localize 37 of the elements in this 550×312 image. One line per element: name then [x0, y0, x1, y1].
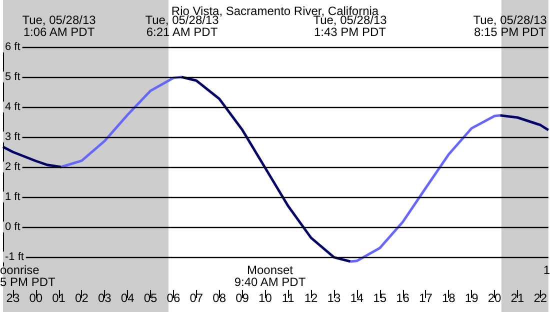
x-tick-label: 19 [464, 291, 479, 305]
x-tick-label: 21 [510, 291, 524, 305]
x-tick-label: 08 [212, 291, 226, 305]
y-tick-label: -1 ft [5, 251, 24, 263]
x-tick-label: 17 [419, 291, 433, 305]
text: Tue, 05/28/13 1:06 AM PDT [22, 13, 96, 39]
x-tick-label: 01 [52, 291, 66, 305]
x-tick-label: 20 [488, 291, 502, 305]
x-tick-label: 03 [98, 291, 112, 305]
y-tick-label: 2 ft [5, 161, 20, 173]
x-tick-label: 07 [190, 291, 204, 305]
y-tick-label: 6 ft [5, 41, 20, 53]
y-tick-label: 5 ft [5, 71, 20, 83]
annotation: 1 [543, 263, 550, 277]
x-tick-label: 18 [442, 291, 456, 305]
y-tick-label: 0 ft [5, 221, 20, 233]
x-tick-label: 16 [396, 291, 410, 305]
x-tick-label: 11 [282, 291, 295, 305]
x-tick-label: 05 [144, 291, 158, 305]
y-tick-label: 1 ft [5, 191, 20, 203]
x-tick-label: 15 [373, 291, 387, 305]
annotation: oonrise 5 PM PDT [0, 263, 56, 289]
x-tick-label: 10 [258, 291, 272, 305]
text: Tue, 05/28/13 8:15 PM PDT [473, 13, 548, 39]
y-tick-label: 3 ft [5, 131, 20, 143]
x-tick-label: 12 [304, 291, 318, 305]
x-tick-label: 13 [327, 291, 341, 305]
annotation: Moonset 9:40 AM PDT [234, 263, 306, 289]
x-tick-label: 14 [350, 291, 364, 305]
x-tick-label: 04 [120, 291, 135, 305]
x-tick-label: 23 [6, 291, 20, 305]
x-tick-label: 22 [534, 291, 548, 305]
y-tick-label: 4 ft [5, 101, 20, 113]
x-tick-label: 09 [236, 291, 250, 305]
x-tick-label: 06 [166, 291, 180, 305]
x-tick-label: 02 [75, 291, 89, 305]
x-tick-label: 00 [29, 291, 43, 305]
